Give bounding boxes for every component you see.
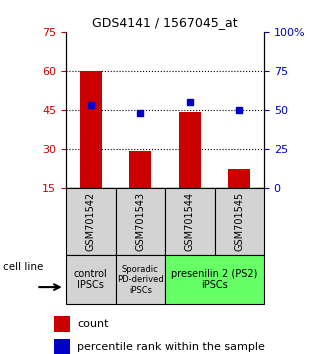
Text: percentile rank within the sample: percentile rank within the sample	[77, 342, 265, 352]
Bar	[165, 188, 214, 255]
Bar	[214, 188, 264, 255]
Title: GDS4141 / 1567045_at: GDS4141 / 1567045_at	[92, 16, 238, 29]
Text: cell line: cell line	[3, 262, 44, 272]
Bar	[66, 188, 115, 255]
Bar	[129, 151, 151, 188]
Bar	[54, 316, 70, 332]
Bar	[228, 170, 250, 188]
Text: presenilin 2 (PS2)
iPSCs: presenilin 2 (PS2) iPSCs	[171, 269, 258, 291]
Text: control
IPSCs: control IPSCs	[74, 269, 108, 291]
Bar	[179, 112, 201, 188]
Point	[138, 110, 143, 116]
Bar	[115, 255, 165, 304]
Point	[187, 99, 192, 105]
Bar	[165, 255, 264, 304]
Bar	[66, 255, 115, 304]
Bar	[80, 71, 102, 188]
Text: Sporadic
PD-derived
iPSCs: Sporadic PD-derived iPSCs	[117, 265, 164, 295]
Text: GSM701542: GSM701542	[86, 192, 96, 251]
Point	[237, 107, 242, 113]
Text: GSM701545: GSM701545	[234, 192, 244, 251]
Text: count: count	[77, 319, 109, 329]
Text: GSM701544: GSM701544	[185, 192, 195, 251]
Point	[88, 102, 93, 108]
Text: GSM701543: GSM701543	[135, 192, 145, 251]
Bar	[115, 188, 165, 255]
Bar	[54, 339, 70, 354]
